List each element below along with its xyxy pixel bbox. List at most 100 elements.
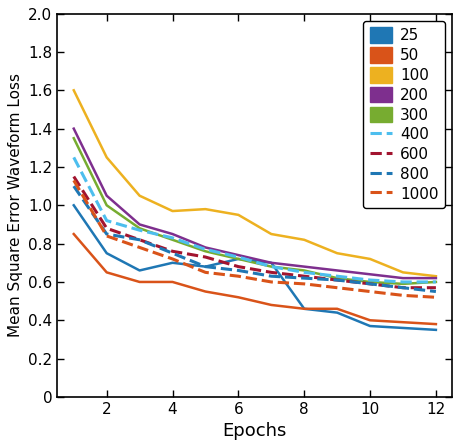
Line: 800: 800 — [73, 186, 435, 292]
1000 — [334, 285, 339, 290]
25 — [136, 268, 142, 273]
800 — [104, 231, 109, 237]
Y-axis label: Mean Square Error Waveform Loss: Mean Square Error Waveform Loss — [8, 73, 22, 337]
200 — [432, 276, 438, 281]
200 — [366, 271, 372, 277]
50 — [202, 289, 208, 294]
25 — [104, 250, 109, 256]
300 — [71, 136, 76, 141]
400 — [432, 279, 438, 284]
200 — [301, 264, 306, 269]
600 — [399, 285, 405, 290]
300 — [104, 202, 109, 208]
600 — [71, 174, 76, 179]
200 — [169, 231, 175, 237]
800 — [202, 264, 208, 269]
100 — [366, 256, 372, 262]
200 — [202, 245, 208, 250]
400 — [334, 274, 339, 279]
800 — [399, 285, 405, 290]
1000 — [366, 289, 372, 294]
300 — [169, 237, 175, 242]
1000 — [71, 178, 76, 183]
50 — [268, 302, 274, 308]
300 — [432, 279, 438, 284]
300 — [235, 256, 241, 262]
50 — [301, 306, 306, 311]
400 — [366, 277, 372, 283]
200 — [268, 260, 274, 266]
400 — [235, 254, 241, 260]
800 — [71, 183, 76, 189]
300 — [301, 268, 306, 273]
300 — [399, 281, 405, 287]
1000 — [169, 256, 175, 262]
600 — [301, 274, 306, 279]
25 — [268, 260, 274, 266]
25 — [235, 256, 241, 262]
200 — [104, 193, 109, 198]
50 — [432, 321, 438, 327]
200 — [235, 252, 241, 258]
25 — [169, 260, 175, 266]
800 — [268, 274, 274, 279]
25 — [334, 310, 339, 315]
600 — [268, 270, 274, 275]
100 — [71, 88, 76, 93]
300 — [136, 226, 142, 231]
50 — [399, 319, 405, 325]
1000 — [268, 279, 274, 284]
1000 — [136, 245, 142, 250]
200 — [334, 268, 339, 273]
Line: 50: 50 — [73, 234, 435, 324]
25 — [71, 202, 76, 208]
1000 — [104, 233, 109, 239]
25 — [202, 264, 208, 269]
100 — [235, 212, 241, 218]
400 — [399, 279, 405, 284]
Line: 200: 200 — [73, 129, 435, 278]
25 — [301, 306, 306, 311]
800 — [169, 250, 175, 256]
1000 — [235, 274, 241, 279]
1000 — [432, 295, 438, 300]
1000 — [301, 281, 306, 287]
X-axis label: Epochs: Epochs — [222, 422, 286, 440]
800 — [334, 277, 339, 283]
600 — [366, 281, 372, 287]
200 — [71, 126, 76, 131]
25 — [399, 325, 405, 331]
100 — [169, 208, 175, 214]
600 — [169, 249, 175, 254]
100 — [202, 207, 208, 212]
400 — [169, 235, 175, 241]
50 — [366, 318, 372, 323]
50 — [71, 231, 76, 237]
100 — [104, 155, 109, 160]
50 — [235, 295, 241, 300]
600 — [136, 237, 142, 242]
300 — [366, 279, 372, 284]
300 — [202, 249, 208, 254]
Line: 400: 400 — [73, 157, 435, 282]
1000 — [399, 293, 405, 298]
400 — [136, 228, 142, 233]
100 — [136, 193, 142, 198]
1000 — [202, 270, 208, 275]
50 — [334, 306, 339, 311]
Line: 300: 300 — [73, 138, 435, 284]
100 — [334, 250, 339, 256]
300 — [334, 276, 339, 281]
600 — [104, 226, 109, 231]
50 — [104, 270, 109, 275]
400 — [301, 270, 306, 275]
200 — [399, 276, 405, 281]
800 — [136, 237, 142, 242]
800 — [235, 268, 241, 273]
100 — [268, 231, 274, 237]
100 — [301, 237, 306, 242]
600 — [334, 277, 339, 283]
Line: 25: 25 — [73, 205, 435, 330]
25 — [432, 327, 438, 332]
400 — [202, 247, 208, 252]
